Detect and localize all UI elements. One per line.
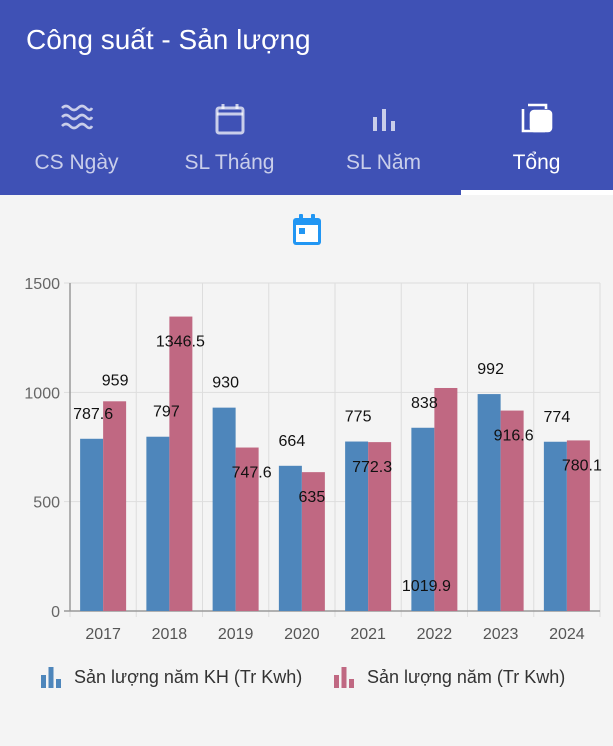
data-label: 838 [411, 395, 438, 412]
data-label: 930 [212, 375, 239, 392]
bar-chart-icon [334, 667, 354, 688]
data-label: 772.3 [352, 459, 392, 476]
data-label: 959 [102, 372, 129, 389]
legend-item-plan[interactable]: Sản lượng năm KH (Tr Kwh) [40, 662, 302, 692]
calendar-icon[interactable] [292, 214, 322, 251]
y-tick-label: 500 [33, 495, 60, 512]
data-label: 916.6 [494, 428, 534, 445]
library-icon [460, 103, 613, 135]
bar[interactable] [345, 441, 369, 611]
y-tick-label: 0 [51, 604, 60, 621]
yearly-output-chart: 0 500 1000 1500 2017 2018 2019 2020 2021 2022 2023… [24, 276, 602, 643]
bar[interactable] [301, 472, 325, 611]
x-tick-label: 2018 [152, 626, 188, 643]
bar[interactable] [477, 394, 501, 611]
bar[interactable] [411, 427, 435, 611]
bar[interactable] [543, 441, 567, 611]
data-label: 635 [299, 489, 326, 506]
tab-sl-nam[interactable]: SL Năm [307, 95, 460, 195]
bar[interactable] [500, 410, 524, 611]
tab-label: SL Năm [345, 151, 422, 174]
bar[interactable] [146, 436, 170, 611]
bar[interactable] [566, 440, 590, 611]
legend-label: Sản lượng năm KH (Tr Kwh) [74, 666, 303, 687]
data-label: 780.1 [562, 457, 602, 474]
x-tick-label: 2020 [284, 626, 320, 643]
data-label: 774 [544, 409, 571, 426]
data-label: 1346.5 [156, 334, 205, 351]
legend-label: Sản lượng năm (Tr Kwh) [367, 666, 566, 687]
x-tick-label: 2019 [218, 626, 254, 643]
tab-sl-thang[interactable]: SL Tháng [153, 95, 306, 195]
data-label: 1019.9 [402, 578, 451, 595]
app-bar: Công suất - Sản lượng CS Ngày SL Tháng [0, 0, 613, 195]
bar[interactable] [169, 316, 193, 611]
data-label: 992 [477, 361, 504, 378]
data-label: 797 [153, 404, 180, 421]
x-tick-label: 2023 [483, 626, 519, 643]
tab-label: SL Tháng [184, 151, 275, 174]
y-tick-label: 1000 [24, 385, 60, 402]
waves-icon [0, 103, 153, 135]
bar[interactable] [235, 447, 259, 611]
x-tick-label: 2024 [549, 626, 585, 643]
bar-chart-icon [41, 667, 61, 688]
tab-label: Tổng [512, 151, 561, 174]
calendar-icon [153, 103, 306, 135]
bar[interactable] [434, 387, 458, 611]
legend-item-actual[interactable]: Sản lượng năm (Tr Kwh) [333, 662, 565, 692]
page-title: Công suất - Sản lượng [26, 24, 311, 55]
x-tick-label: 2021 [350, 626, 386, 643]
bar-chart-icon [307, 103, 460, 135]
x-tick-label: 2022 [417, 626, 453, 643]
data-label: 747.6 [232, 465, 272, 482]
bar[interactable] [212, 407, 236, 611]
y-tick-label: 1500 [24, 276, 60, 293]
tab-cs-ngay[interactable]: CS Ngày [0, 95, 153, 195]
tab-label: CS Ngày [34, 151, 119, 174]
data-label: 775 [345, 409, 372, 426]
x-tick-label: 2017 [85, 626, 121, 643]
data-label: 787.6 [73, 406, 113, 423]
bar[interactable] [80, 438, 104, 611]
bar[interactable] [278, 465, 302, 611]
tab-tong[interactable]: Tổng [460, 95, 613, 195]
bar[interactable] [368, 442, 392, 611]
data-label: 664 [279, 433, 306, 450]
active-tab-indicator [461, 190, 613, 195]
bar[interactable] [103, 401, 127, 611]
